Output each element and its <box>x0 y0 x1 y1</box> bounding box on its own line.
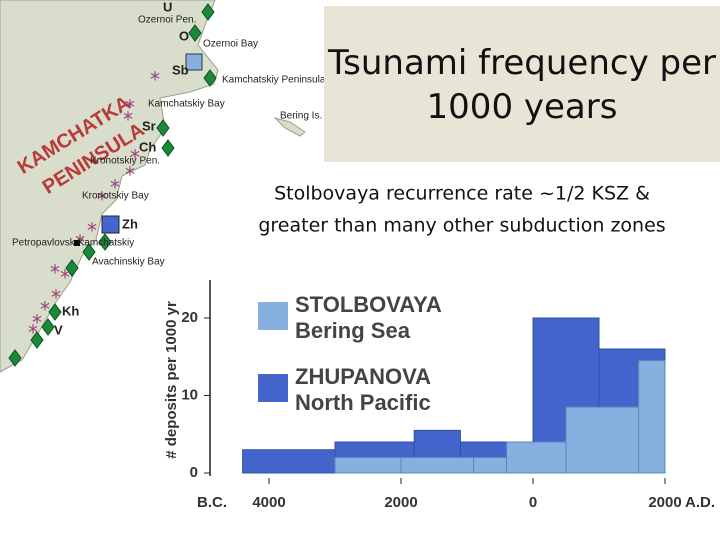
site-diamond <box>30 331 44 349</box>
x-tick-label: 0 <box>529 494 537 511</box>
histogram-bar <box>334 457 402 474</box>
subtitle: greater than many other subduction zones <box>258 215 665 237</box>
place-label: Bering Is. <box>280 111 322 122</box>
site-square <box>101 215 120 234</box>
legend-region: Bering Sea <box>295 318 411 343</box>
x-end-label: A.D. <box>685 494 715 511</box>
site-diamond <box>41 318 55 336</box>
legend-swatch <box>258 374 288 402</box>
place-label: Ozernoi Pen. <box>138 15 196 26</box>
site-code: Sb <box>172 62 189 77</box>
site-asterisk: * <box>60 266 70 290</box>
city-marker <box>74 240 80 246</box>
site-asterisk: * <box>125 163 135 187</box>
site-asterisk: * <box>110 176 120 200</box>
x-end-label: B.C. <box>197 494 227 511</box>
subtitle: Stolbovaya recurrence rate ~1/2 KSZ & <box>274 183 650 205</box>
site-code: O <box>179 28 189 43</box>
site-asterisk: * <box>28 321 38 345</box>
place-label: Kamchatskiy Bay <box>148 99 225 110</box>
site-asterisk: * <box>40 298 50 322</box>
y-tick-label: 20 <box>181 309 198 326</box>
histogram-bar <box>242 449 336 474</box>
site-asterisk: * <box>130 146 140 170</box>
legend-swatch <box>258 302 288 330</box>
site-asterisk: * <box>125 96 135 120</box>
place-label: Petropavlovsk Kamchatskiy <box>12 238 134 249</box>
map: KAMCHATKA PENINSULA ***************UOzer… <box>0 0 326 373</box>
site-code: Ch <box>139 139 156 154</box>
place-label: Ozernoi Bay <box>203 39 258 50</box>
y-tick-label: 10 <box>181 386 198 403</box>
land <box>0 0 219 373</box>
histogram-bar <box>473 457 508 474</box>
island <box>273 117 306 137</box>
y-axis-label: # deposits per 1000 yr <box>163 301 180 459</box>
site-square <box>185 53 203 71</box>
site-diamond <box>156 119 170 137</box>
histogram-bar <box>638 360 666 474</box>
site-asterisk: * <box>97 188 107 212</box>
site-code: V <box>54 322 63 337</box>
site-code: Sr <box>142 118 156 133</box>
site-asterisk: * <box>87 219 97 243</box>
histogram-bar <box>400 457 475 474</box>
site-diamond <box>82 243 96 261</box>
legend-name: STOLBOVAYA <box>295 292 442 317</box>
histogram-bar <box>565 406 640 474</box>
title-box <box>324 6 720 162</box>
site-asterisk: * <box>32 311 42 335</box>
site-diamond <box>98 233 112 251</box>
site-code: Zh <box>122 216 138 231</box>
place-label: Kronotskiy Bay <box>82 191 149 202</box>
site-diamond <box>203 69 217 87</box>
site-diamond <box>161 139 175 157</box>
site-asterisk: * <box>150 68 160 92</box>
place-label: Avachinskiy Bay <box>92 257 165 268</box>
site-code: Kh <box>62 303 79 318</box>
x-tick-label: 2000 <box>648 494 681 511</box>
legend-region: North Pacific <box>295 390 431 415</box>
x-tick-label: 4000 <box>252 494 285 511</box>
site-diamond <box>48 303 62 321</box>
site-asterisk: * <box>51 286 61 310</box>
site-diamond <box>201 3 215 21</box>
place-label: Kronotskiy Pen. <box>90 156 160 167</box>
site-asterisk: * <box>123 108 133 132</box>
x-tick-label: 2000 <box>384 494 417 511</box>
site-diamond <box>65 259 79 277</box>
site-asterisk: * <box>50 261 60 285</box>
histogram-bar <box>506 441 567 474</box>
site-diamond <box>188 24 202 42</box>
place-label: Kamchatskiy Peninsula <box>222 75 326 86</box>
site-diamond <box>8 349 22 367</box>
legend-name: ZHUPANOVA <box>295 364 431 389</box>
slide-title: Tsunami frequency per 1000 years <box>327 43 716 127</box>
y-tick-label: 0 <box>190 464 198 481</box>
site-code: U <box>163 0 172 14</box>
